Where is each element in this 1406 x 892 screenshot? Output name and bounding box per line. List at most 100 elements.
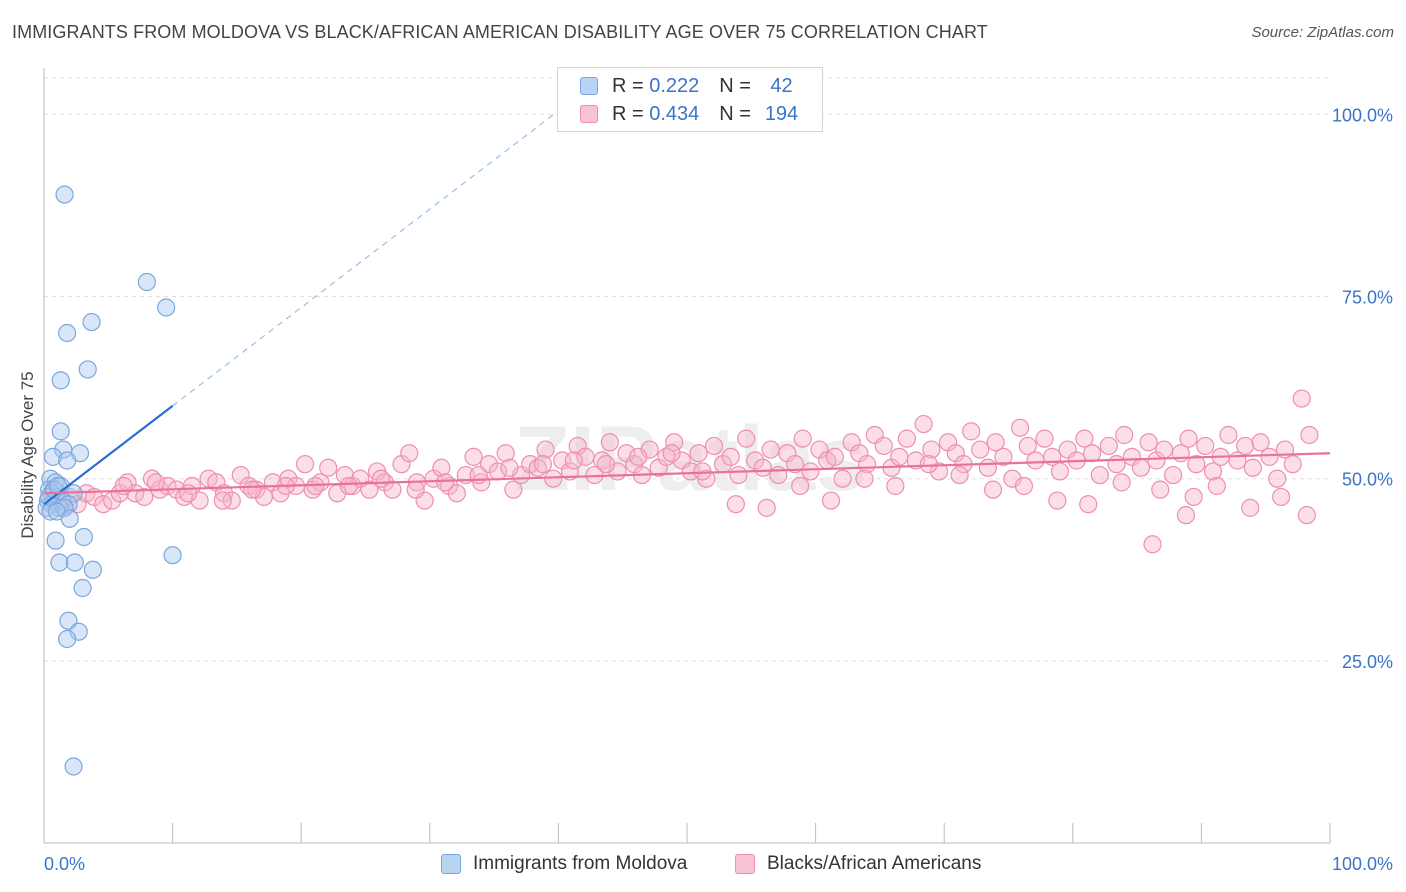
black-african-american-point-122 bbox=[1026, 451, 1045, 470]
black-african-american-point-161 bbox=[243, 480, 262, 499]
black-african-american-point-166 bbox=[406, 480, 425, 499]
black-african-american-point-142 bbox=[1187, 455, 1206, 474]
black-african-american-point-171 bbox=[564, 451, 583, 470]
black-african-american-point-196 bbox=[1184, 487, 1203, 507]
black-african-american-point-53 bbox=[472, 473, 491, 492]
black-african-american-point-89 bbox=[761, 440, 780, 459]
black-african-american-point-77 bbox=[665, 433, 684, 452]
black-african-american-point-170 bbox=[533, 455, 553, 474]
moldova-point-1 bbox=[137, 272, 156, 292]
black-african-american-point-146 bbox=[1219, 425, 1238, 445]
black-african-american-point-185 bbox=[1014, 476, 1034, 496]
black-african-american-point-114 bbox=[962, 422, 981, 441]
y-tick-label-75: 75.0% bbox=[1342, 288, 1393, 308]
black-african-american-point-165 bbox=[371, 469, 391, 488]
trend-lines bbox=[43, 110, 1331, 506]
moldova-point-5 bbox=[78, 360, 97, 379]
black-african-american-point-138 bbox=[1155, 440, 1174, 459]
moldova-point-36 bbox=[65, 553, 84, 572]
black-african-american-point-177 bbox=[757, 498, 776, 517]
black-african-american-point-105 bbox=[890, 447, 909, 466]
moldova-point-2 bbox=[157, 298, 176, 317]
black-african-american-point-194 bbox=[1297, 506, 1316, 525]
black-african-american-point-21 bbox=[214, 484, 234, 503]
black-african-american-point-98 bbox=[833, 469, 852, 488]
black-african-american-point-125 bbox=[1050, 462, 1070, 481]
black-african-american-point-25 bbox=[247, 480, 266, 499]
moldova-point-35 bbox=[50, 553, 69, 572]
bottom-legend-moldova: Immigrants from Moldova bbox=[441, 851, 687, 877]
bottom-legend-swatch-pink bbox=[735, 854, 755, 874]
legend-r-label-2: R = bbox=[612, 102, 644, 125]
legend-r-value-1: 0.222 bbox=[649, 74, 700, 97]
moldova-point-38 bbox=[73, 578, 92, 598]
black-african-american-point-167 bbox=[436, 473, 455, 492]
moldova-point-37 bbox=[83, 560, 102, 579]
legend-r-value-2: 0.434 bbox=[649, 102, 700, 125]
moldova-point-3 bbox=[82, 312, 101, 332]
black-african-american-point-189 bbox=[1143, 535, 1162, 554]
grid-lines bbox=[44, 77, 1330, 662]
black-african-american-point-86 bbox=[737, 429, 756, 448]
black-african-american-point-52 bbox=[464, 447, 483, 466]
x-tick-label-0: 0.0% bbox=[44, 854, 85, 874]
black-african-american-point-151 bbox=[1260, 447, 1279, 466]
black-african-american-point-180 bbox=[855, 469, 874, 488]
bottom-legend-swatch-blue bbox=[441, 854, 461, 874]
black-african-american-point-169 bbox=[500, 458, 519, 477]
black-african-american-point-176 bbox=[726, 495, 745, 514]
black-african-american-point-42 bbox=[383, 480, 402, 499]
black-african-american-point-131 bbox=[1099, 436, 1118, 456]
moldova-point-7 bbox=[51, 422, 70, 441]
moldova-point-34 bbox=[163, 546, 182, 565]
black-african-american-point-195 bbox=[1151, 480, 1170, 499]
black-african-american-point-94 bbox=[801, 462, 820, 481]
black-african-american-point-85 bbox=[729, 465, 748, 485]
black-african-american-point-150 bbox=[1251, 433, 1270, 452]
black-african-american-point-174 bbox=[662, 444, 681, 463]
black-african-american-point-128 bbox=[1075, 429, 1094, 448]
black-african-american-point-148 bbox=[1236, 436, 1255, 456]
black-african-american-point-160 bbox=[213, 491, 232, 510]
legend-n-value-2: 194 bbox=[764, 102, 799, 125]
black-african-american-point-149 bbox=[1243, 458, 1262, 477]
black-african-american-point-123 bbox=[1035, 429, 1054, 448]
black-african-american-point-175 bbox=[693, 462, 712, 481]
black-african-american-point-173 bbox=[629, 447, 648, 466]
black-african-american-point-190 bbox=[1176, 506, 1196, 525]
black-african-american-point-82 bbox=[704, 436, 724, 456]
black-african-american-point-29 bbox=[279, 469, 298, 488]
black-african-american-point-192 bbox=[1241, 498, 1260, 517]
y-tick-label-100: 100.0% bbox=[1332, 105, 1393, 125]
black-african-american-point-48 bbox=[432, 458, 451, 477]
black-african-american-point-115 bbox=[971, 440, 990, 459]
legend-row-black: R = 0.434 N = 194 bbox=[580, 101, 807, 127]
black-african-american-point-178 bbox=[791, 476, 810, 496]
black-african-american-point-130 bbox=[1090, 465, 1109, 485]
black-african-american-trend-line bbox=[43, 452, 1331, 495]
black-african-american-point-6 bbox=[94, 495, 113, 514]
black-african-american-point-110 bbox=[929, 462, 949, 481]
tick-labels: 25.0% 50.0% 75.0% 100.0% 0.0% 100.0% bbox=[44, 105, 1393, 874]
legend-swatch-pink bbox=[580, 105, 598, 123]
black-african-american-point-93 bbox=[793, 429, 812, 448]
correlation-legend: R = 0.222 N = 42 R = 0.434 N = 194 bbox=[557, 67, 823, 132]
black-african-american-point-193 bbox=[1272, 487, 1291, 507]
black-african-american-point-186 bbox=[1048, 491, 1067, 510]
black-african-american-point-106 bbox=[897, 429, 917, 448]
y-tick-label-25: 25.0% bbox=[1342, 652, 1393, 672]
black-african-american-point-92 bbox=[785, 455, 805, 474]
legend-row-moldova: R = 0.222 N = 42 bbox=[580, 73, 807, 99]
black-african-american-point-11 bbox=[135, 487, 154, 507]
moldova-point-31 bbox=[60, 509, 79, 528]
black-african-american-point-129 bbox=[1082, 444, 1102, 463]
moldova-trend-extension bbox=[172, 110, 559, 407]
black-african-american-point-34 bbox=[319, 458, 338, 477]
black-african-american-point-181 bbox=[886, 476, 905, 496]
black-african-american-point-39 bbox=[360, 480, 379, 499]
black-african-american-point-139 bbox=[1164, 465, 1183, 485]
black-african-american-point-31 bbox=[295, 455, 315, 474]
moldova-point-0 bbox=[55, 185, 74, 204]
black-african-american-point-44 bbox=[400, 444, 419, 463]
